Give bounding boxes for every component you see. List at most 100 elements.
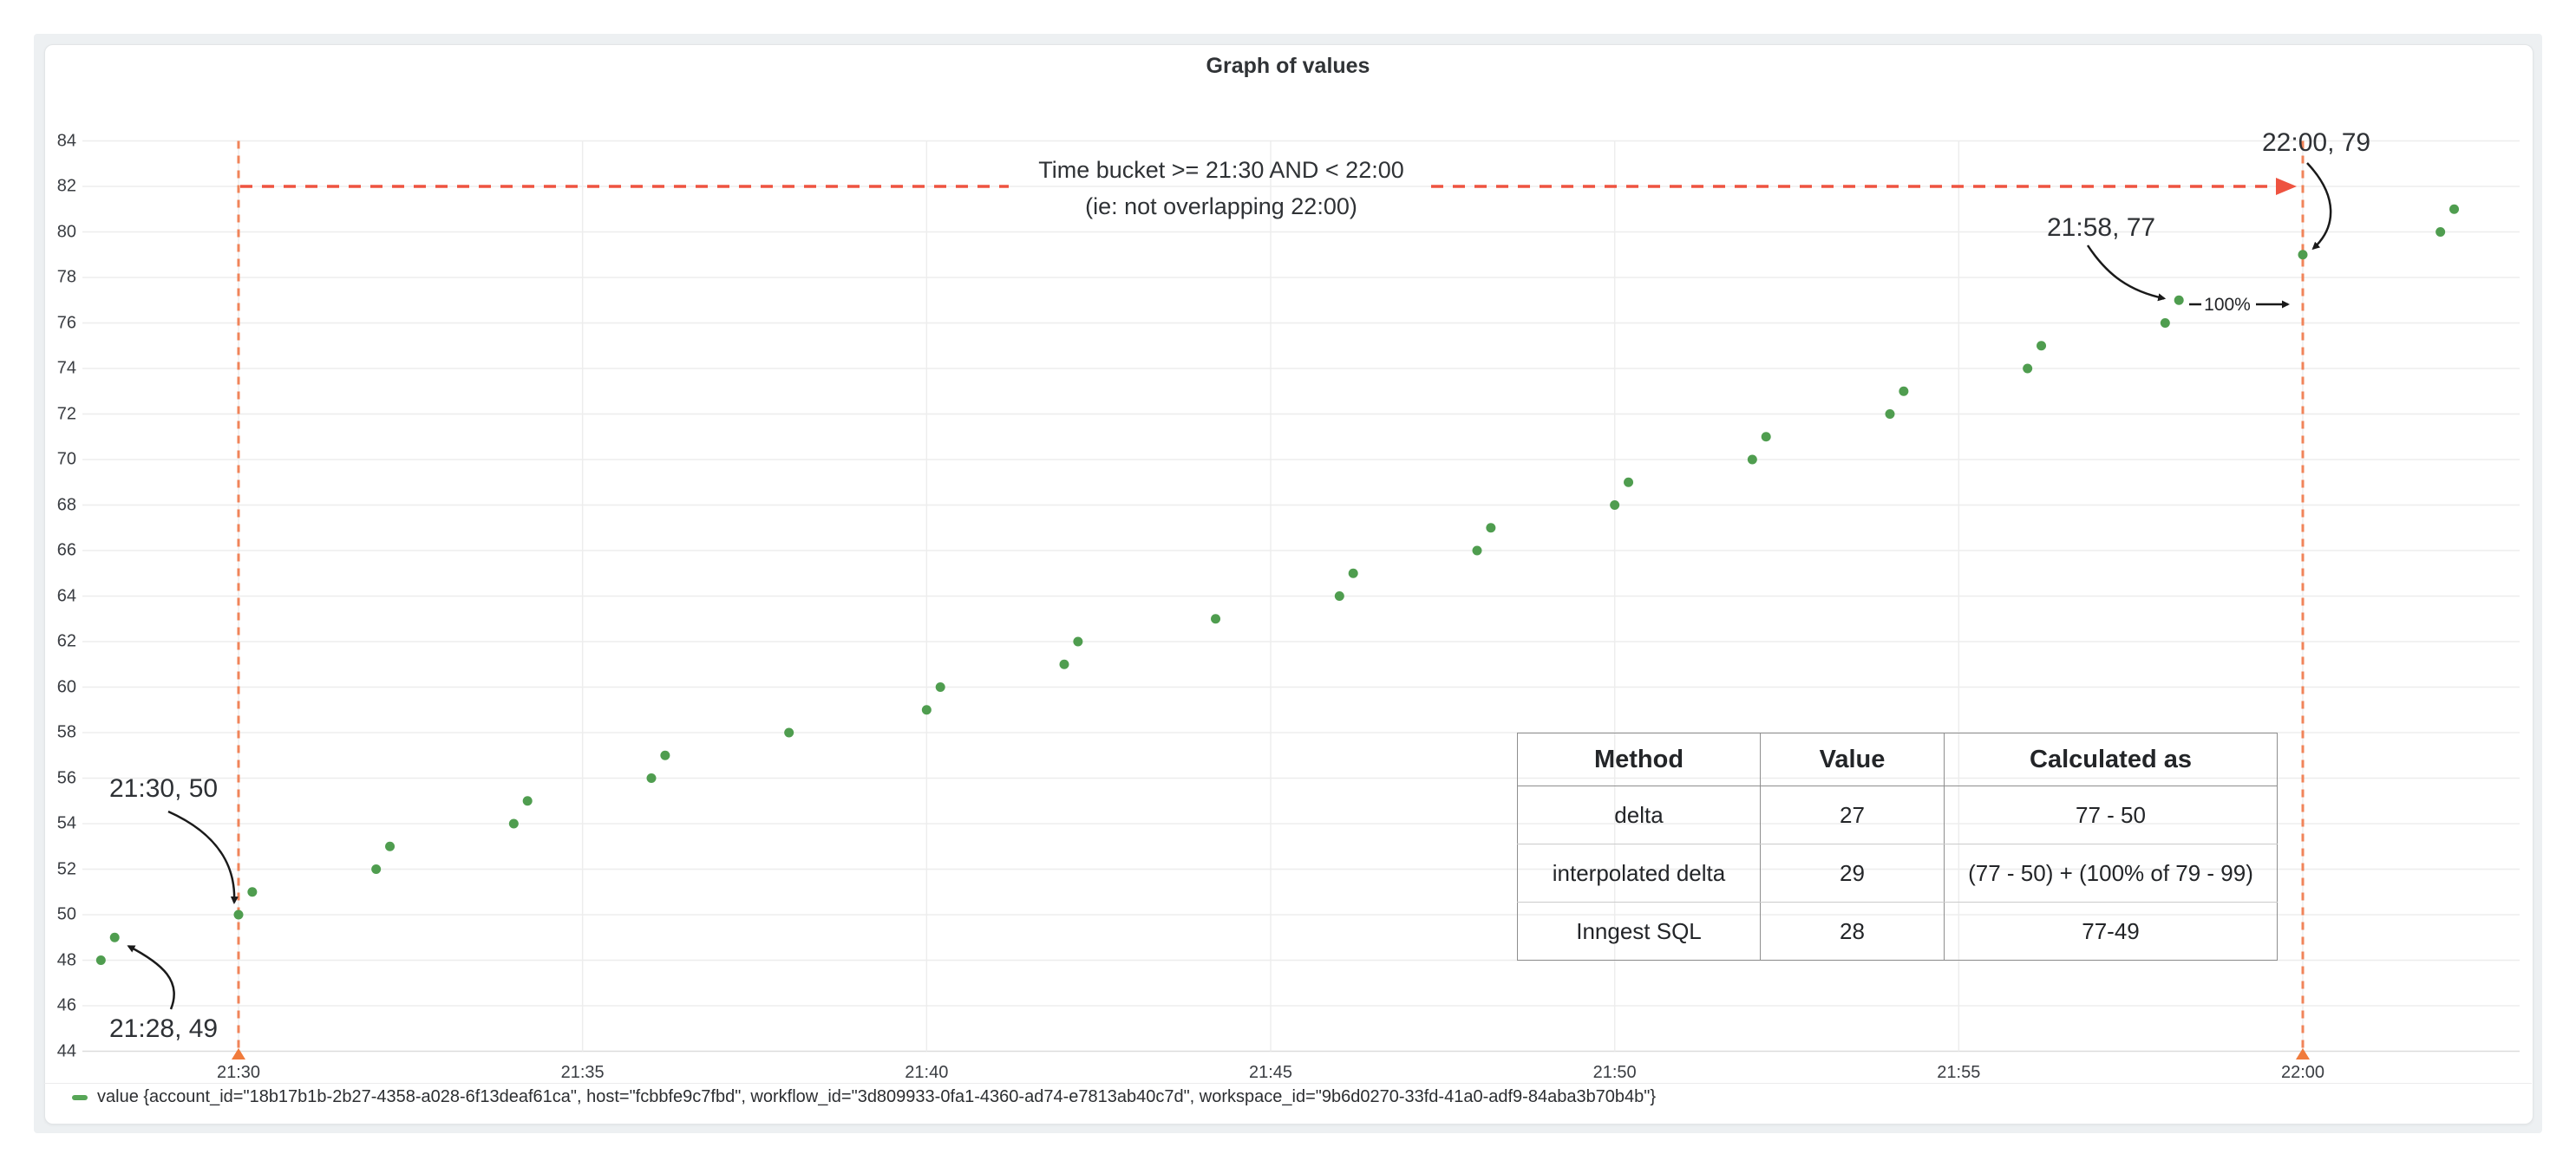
- scatter-points: [95, 204, 2460, 965]
- series-legend-label: value {account_id="18b17b1b-2b27-4358-a0…: [97, 1087, 1657, 1106]
- data-point: [2449, 204, 2460, 214]
- data-point: [2023, 363, 2033, 374]
- table-column-header: Value: [1760, 733, 1945, 786]
- annotation-label-2200-79: 22:00, 79: [2262, 128, 2371, 157]
- y-axis-tick-label: 64: [56, 586, 76, 605]
- data-point: [1747, 454, 1757, 465]
- y-axis-tick-label: 76: [56, 313, 76, 332]
- page-title: Graph of values: [1206, 54, 1370, 78]
- data-point: [1885, 409, 1895, 419]
- x-axis-tick-label: 21:35: [560, 1063, 605, 1082]
- table-row: delta 27 77 - 50: [1517, 786, 2278, 844]
- x-axis-tick-label: 21:55: [1937, 1063, 1981, 1082]
- data-point: [784, 727, 794, 738]
- data-point: [1073, 636, 1083, 647]
- data-point: [1059, 659, 1069, 669]
- percent-annotation-label: 100%: [2204, 295, 2251, 315]
- data-point: [1761, 432, 1771, 442]
- table-cell: delta: [1517, 786, 1761, 844]
- data-point: [522, 796, 533, 806]
- calculation-table: Method Value Calculated as delta 27 77 - 50 i…: [1517, 733, 2278, 961]
- bucket-annotation-line1: Time bucket >= 21:30 AND < 22:00: [1038, 157, 1404, 183]
- data-point: [921, 705, 932, 715]
- data-point: [1472, 545, 1482, 556]
- data-point: [95, 955, 106, 965]
- y-axis-tick-label: 60: [56, 677, 76, 696]
- data-point: [2298, 250, 2308, 260]
- data-point: [508, 818, 519, 829]
- annotation-arrows: [127, 162, 2332, 1010]
- y-axis-tick-label: 78: [56, 267, 76, 287]
- data-point: [1899, 386, 1909, 396]
- y-axis-tick-label: 72: [56, 404, 76, 423]
- data-point: [2037, 341, 2047, 351]
- annotation-arrow: [127, 945, 175, 1010]
- y-axis-tick-label: 82: [56, 176, 76, 196]
- data-point: [2160, 318, 2170, 328]
- x-axis-tick-label: 21:50: [1592, 1063, 1637, 1082]
- annotation-lines: [232, 140, 2310, 1059]
- table-cell: Inngest SQL: [1517, 902, 1761, 961]
- data-point: [1610, 500, 1620, 510]
- legend-item[interactable]: value {account_id="18b17b1b-2b27-4358-a0…: [72, 1087, 1656, 1107]
- x-axis-tick-label: 21:30: [216, 1063, 261, 1082]
- calculation-table-header: Method Value Calculated as: [1517, 733, 2278, 786]
- y-axis-tick-label: 62: [56, 631, 76, 651]
- data-point: [660, 750, 670, 760]
- table-cell: 77-49: [1944, 902, 2278, 961]
- range-arrowhead-icon: [2275, 178, 2297, 195]
- y-axis-tick-label: 44: [56, 1041, 76, 1060]
- table-row: interpolated delta 29 (77 - 50) + (100% of…: [1517, 844, 2278, 903]
- x-axis-tick-label: 21:40: [905, 1063, 949, 1082]
- legend-separator: [44, 1083, 2532, 1084]
- table-cell: interpolated delta: [1517, 844, 1761, 903]
- data-point: [247, 887, 258, 897]
- data-point: [109, 932, 120, 942]
- y-axis-tick-label: 70: [56, 449, 76, 469]
- data-point: [371, 864, 382, 874]
- y-axis-tick-label: 66: [56, 540, 76, 560]
- table-cell: 27: [1760, 786, 1945, 844]
- table-cell: 28: [1760, 902, 1945, 961]
- bucket-axis-marker-icon: [2295, 1048, 2310, 1059]
- data-point: [1334, 591, 1344, 601]
- data-point: [1211, 614, 1221, 624]
- x-axis-tick-label: 21:45: [1248, 1063, 1293, 1082]
- y-axis-tick-label: 74: [56, 358, 76, 378]
- annotation-arrow: [2306, 162, 2332, 251]
- data-point: [935, 682, 945, 692]
- y-axis-tick-label: 80: [56, 222, 76, 241]
- data-point: [1624, 477, 1634, 487]
- y-axis-tick-label: 46: [56, 995, 76, 1015]
- y-axis-tick-label: 50: [56, 904, 76, 924]
- data-point: [2174, 295, 2184, 305]
- data-point: [1348, 568, 1358, 578]
- y-axis-tick-label: 58: [56, 722, 76, 742]
- gridlines: [82, 140, 2520, 1053]
- annotation-arrow: [167, 810, 239, 904]
- table-column-header: Method: [1517, 733, 1761, 786]
- data-point: [2435, 227, 2446, 237]
- y-axis-tick-label: 68: [56, 495, 76, 514]
- series-color-marker-icon: [72, 1094, 88, 1100]
- y-axis-tick-label: 54: [56, 813, 76, 833]
- table-cell: 29: [1760, 844, 1945, 903]
- table-column-header: Calculated as: [1944, 733, 2278, 786]
- table-cell: 77 - 50: [1944, 786, 2278, 844]
- annotation-arrow: [2086, 244, 2167, 302]
- y-axis-tick-label: 48: [56, 950, 76, 969]
- y-axis-tick-label: 56: [56, 768, 76, 787]
- table-cell: (77 - 50) + (100% of 79 - 99): [1944, 844, 2278, 903]
- y-axis-tick-label: 84: [56, 131, 76, 150]
- data-point: [646, 773, 657, 783]
- calculation-table-body: delta 27 77 - 50 interpolated delta 29 (77 - …: [1517, 786, 2278, 961]
- bucket-annotation-line2: (ie: not overlapping 22:00): [1085, 193, 1357, 219]
- annotation-label-2130-50: 21:30, 50: [109, 774, 219, 803]
- annotation-label-2158-77: 21:58, 77: [2047, 213, 2156, 242]
- data-point: [233, 909, 244, 920]
- bucket-axis-marker-icon: [232, 1048, 245, 1059]
- x-axis-tick-label: 22:00: [2280, 1063, 2325, 1082]
- table-row: Inngest SQL 28 77-49: [1517, 902, 2278, 961]
